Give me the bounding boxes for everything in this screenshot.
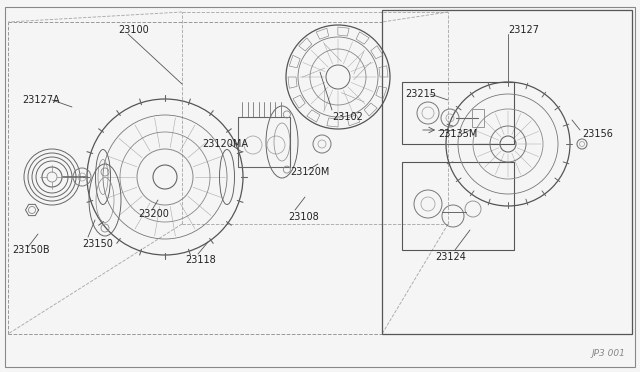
Text: 23124: 23124 (435, 252, 466, 262)
Bar (402, 162, 514, 250)
Text: 23118: 23118 (185, 255, 216, 265)
Text: 23150: 23150 (82, 239, 113, 249)
Text: 23127: 23127 (508, 25, 539, 35)
Text: 23200: 23200 (138, 209, 169, 219)
Bar (238, 117, 290, 167)
Bar (472, 109, 484, 127)
Text: 23120MA: 23120MA (202, 139, 248, 149)
Bar (382, 10, 632, 334)
Text: 23108: 23108 (288, 212, 319, 222)
Bar (402, 82, 514, 144)
Text: 23156: 23156 (582, 129, 613, 139)
Text: 23135M: 23135M (438, 129, 477, 139)
Text: JP3 001: JP3 001 (591, 349, 625, 358)
Text: 23120M: 23120M (290, 167, 330, 177)
Text: 23215: 23215 (405, 89, 436, 99)
Text: 23150B: 23150B (12, 245, 50, 255)
Text: 23100: 23100 (118, 25, 148, 35)
Text: 23127A: 23127A (22, 95, 60, 105)
Text: 23102: 23102 (332, 112, 363, 122)
